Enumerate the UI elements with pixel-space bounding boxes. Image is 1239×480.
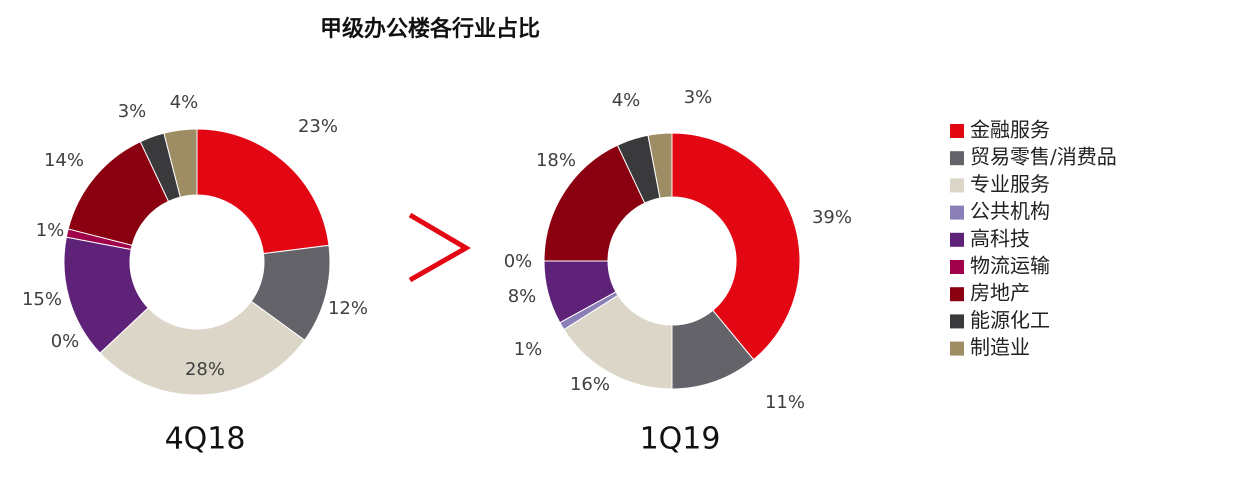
donut-slice	[647, 132, 673, 199]
legend-label: 能源化工	[970, 308, 1050, 332]
data-label: 1%	[514, 339, 543, 360]
legend-swatch	[950, 124, 964, 138]
donut-slice	[196, 128, 330, 255]
legend-swatch	[950, 178, 964, 193]
legend-swatch	[950, 341, 964, 356]
data-label: 23%	[298, 116, 338, 137]
legend-swatch	[950, 205, 964, 220]
legend-label: 专业服务	[970, 172, 1050, 196]
data-label: 4%	[612, 90, 641, 111]
donut-slice	[163, 128, 198, 198]
data-label: 3%	[684, 87, 713, 108]
legend-swatch	[950, 260, 964, 274]
donut-slice	[543, 144, 646, 262]
data-label: 0%	[504, 251, 533, 272]
legend-label: 公共机构	[970, 199, 1050, 223]
data-label: 3%	[118, 101, 147, 122]
data-label: 8%	[508, 286, 537, 307]
legend-label: 制造业	[970, 335, 1030, 359]
donut-slice	[99, 300, 306, 396]
legend-label: 物流运输	[970, 254, 1050, 278]
legend-label: 高科技	[970, 226, 1030, 250]
legend-swatch	[950, 314, 964, 329]
legend-label: 金融服务	[970, 118, 1050, 142]
data-label: 28%	[185, 359, 225, 380]
data-label: 12%	[328, 298, 368, 319]
data-label: 4%	[170, 92, 199, 113]
legend-label: 贸易零售/消费品	[970, 145, 1117, 169]
donut-slice	[671, 132, 801, 361]
legend-swatch	[950, 232, 964, 247]
data-label: 11%	[765, 392, 805, 413]
legend-swatch	[950, 287, 964, 302]
chart-subtitle: 1Q19	[640, 422, 721, 457]
data-label: 0%	[51, 331, 80, 352]
data-label: 14%	[44, 150, 84, 171]
chart-subtitle: 4Q18	[165, 422, 246, 457]
data-label: 16%	[570, 374, 610, 395]
chart-title: 甲级办公楼各行业占比	[320, 16, 540, 42]
legend-label: 房地产	[970, 281, 1030, 305]
data-label: 15%	[22, 289, 62, 310]
legend-swatch	[950, 151, 964, 166]
arrow-shape	[408, 212, 471, 283]
data-label: 1%	[36, 220, 65, 241]
data-label: 39%	[812, 207, 852, 228]
data-label: 18%	[536, 150, 576, 171]
